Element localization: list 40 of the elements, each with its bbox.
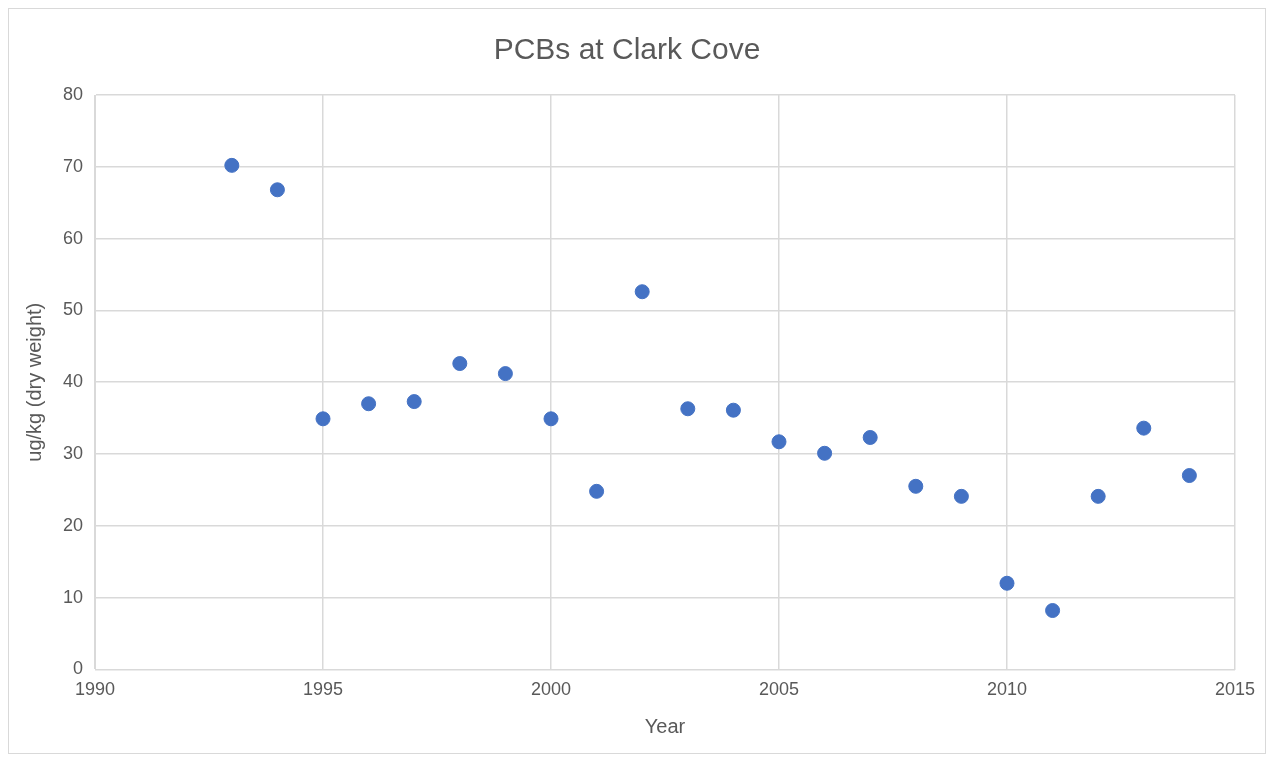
point bbox=[406, 394, 422, 410]
y-axis-title: ug/kg (dry weight) bbox=[22, 302, 45, 462]
x-tick-label: 2010 bbox=[986, 679, 1028, 700]
point bbox=[1181, 468, 1197, 484]
y-tick-label: 80 bbox=[62, 83, 84, 104]
point bbox=[224, 157, 240, 173]
point bbox=[1136, 420, 1152, 436]
x-tick-label: 2000 bbox=[530, 679, 572, 700]
y-tick-label: 50 bbox=[62, 299, 84, 320]
x-tick-label: 1995 bbox=[302, 679, 344, 700]
x-tick-label: 1990 bbox=[75, 679, 116, 700]
y-tick-label: 70 bbox=[62, 155, 84, 176]
point bbox=[269, 182, 285, 198]
y-tick-label: 10 bbox=[62, 586, 84, 607]
point bbox=[634, 284, 650, 300]
y-tick-label: 0 bbox=[73, 658, 84, 679]
point bbox=[1045, 603, 1061, 619]
point bbox=[908, 478, 924, 494]
point bbox=[953, 488, 969, 504]
point bbox=[589, 483, 605, 499]
point bbox=[452, 356, 468, 372]
point bbox=[1090, 488, 1106, 504]
point bbox=[817, 445, 833, 461]
point bbox=[361, 396, 377, 412]
point bbox=[543, 411, 559, 427]
y-tick-label: 30 bbox=[62, 442, 84, 463]
point bbox=[999, 575, 1015, 591]
point bbox=[725, 402, 741, 418]
y-tick-label: 40 bbox=[62, 371, 84, 392]
x-tick-label: 2015 bbox=[1214, 679, 1255, 700]
point bbox=[680, 401, 696, 417]
y-tick-label: 60 bbox=[62, 227, 84, 248]
y-tick-label: 20 bbox=[62, 514, 84, 535]
chart-title: PCBs at Clark Cove bbox=[493, 32, 761, 66]
point bbox=[862, 429, 878, 445]
x-axis-title: Year bbox=[644, 714, 686, 737]
point bbox=[315, 411, 331, 427]
point bbox=[497, 366, 513, 382]
x-tick-label: 2005 bbox=[758, 679, 800, 700]
point bbox=[771, 434, 787, 450]
